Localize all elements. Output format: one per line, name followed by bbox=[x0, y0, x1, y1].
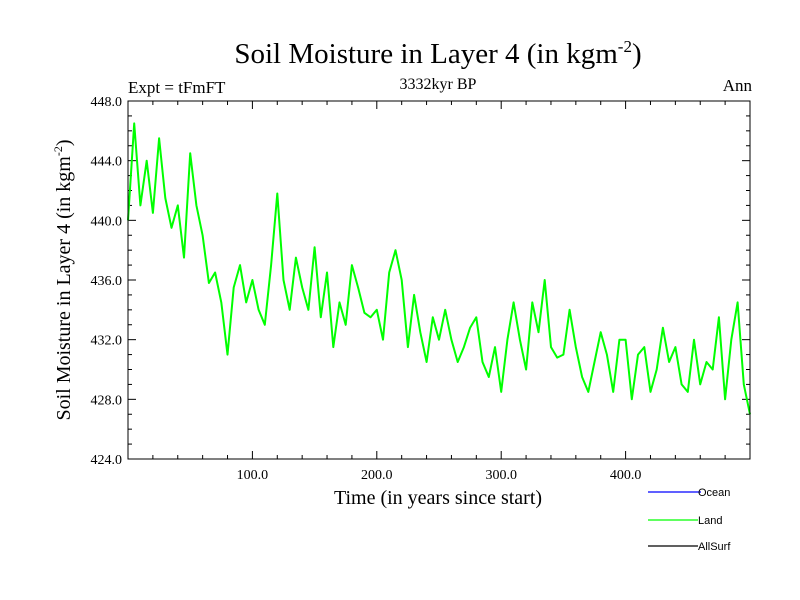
y-ticks: 424.0 428.0 432.0 436.0 440.0 444.0 448.0 bbox=[91, 95, 750, 468]
y-axis-label-superscript: -2 bbox=[51, 146, 65, 156]
legend-label-land: Land bbox=[698, 515, 722, 527]
y-tick-label: 428.0 bbox=[91, 393, 123, 408]
y-tick-label: 444.0 bbox=[91, 155, 123, 170]
chart-subtitle: 3332kyr BP bbox=[400, 76, 477, 93]
land-series-line bbox=[127, 122, 751, 415]
minor-ticks bbox=[128, 101, 750, 459]
y-tick-label: 448.0 bbox=[91, 95, 123, 110]
x-tick-label: 300.0 bbox=[485, 468, 517, 483]
x-tick-label: 100.0 bbox=[237, 468, 269, 483]
season-label: Ann bbox=[723, 76, 753, 95]
y-tick-label: 436.0 bbox=[91, 274, 123, 289]
y-tick-label: 424.0 bbox=[91, 453, 123, 468]
plot-frame bbox=[127, 100, 751, 460]
chart-title: Soil Moisture in Layer 4 (in kgm-2) bbox=[234, 37, 641, 70]
y-axis-label: Soil Moisture in Layer 4 (in kgm-2) bbox=[51, 139, 75, 420]
legend: Ocean Land AllSurf bbox=[648, 487, 731, 553]
legend-label-allsurf: AllSurf bbox=[698, 541, 731, 553]
x-axis-label: Time (in years since start) bbox=[334, 487, 542, 509]
chart-title-close: ) bbox=[632, 38, 642, 70]
y-tick-label: 432.0 bbox=[91, 334, 123, 349]
x-tick-label: 400.0 bbox=[610, 468, 642, 483]
y-axis-label-close: ) bbox=[53, 139, 75, 146]
y-axis-label-main: Soil Moisture in Layer 4 (in kgm bbox=[53, 156, 75, 421]
experiment-label: Expt = tFmFT bbox=[128, 78, 226, 97]
y-tick-label: 440.0 bbox=[91, 214, 123, 229]
chart-title-main: Soil Moisture in Layer 4 (in kgm bbox=[234, 38, 618, 70]
legend-label-ocean: Ocean bbox=[698, 487, 730, 499]
x-ticks: 100.0 200.0 300.0 400.0 bbox=[237, 101, 642, 483]
chart-title-superscript: -2 bbox=[618, 37, 632, 56]
x-tick-label: 200.0 bbox=[361, 468, 393, 483]
